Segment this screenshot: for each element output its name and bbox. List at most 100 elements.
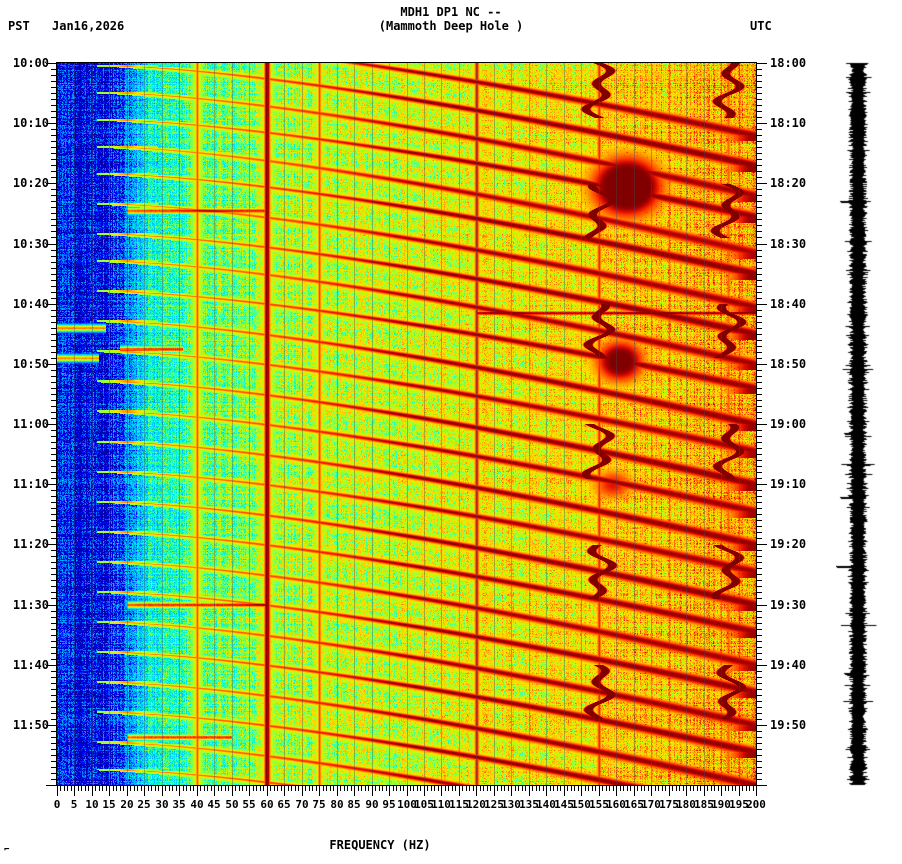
freq-tick-minor [130, 786, 131, 791]
freq-tick-minor [539, 786, 540, 791]
freq-tick-minor [148, 786, 149, 791]
freq-tick-minor [218, 786, 219, 791]
time-tick-minor-left [51, 388, 57, 389]
time-label-pst: 11:30 [12, 598, 49, 612]
freq-label: 140 [536, 798, 556, 811]
freq-tick-minor [396, 786, 397, 791]
freq-tick-major [529, 786, 530, 796]
freq-tick-minor [480, 786, 481, 791]
freq-tick-minor [606, 786, 607, 791]
time-tick-minor-left [51, 683, 57, 684]
freq-label: 50 [225, 798, 239, 811]
time-tick-minor-right [756, 574, 762, 575]
freq-tick-minor [501, 786, 502, 791]
time-tick-minor-left [51, 358, 57, 359]
freq-label: 125 [484, 798, 504, 811]
time-tick-minor-right [756, 430, 762, 431]
freq-tick-minor [672, 786, 673, 791]
time-tick-minor-right [756, 641, 762, 642]
freq-tick-minor [508, 786, 509, 791]
time-tick-minor-left [51, 81, 57, 82]
time-tick-minor-left [51, 695, 57, 696]
time-tick-minor-right [756, 773, 762, 774]
time-tick-minor-right [756, 328, 762, 329]
time-tick-minor-right [756, 153, 762, 154]
time-tick-minor-left [51, 316, 57, 317]
time-tick-major-right [756, 183, 767, 184]
time-tick-minor-right [756, 472, 762, 473]
freq-tick-minor [665, 786, 666, 791]
freq-tick-minor [106, 786, 107, 791]
freq-tick-minor [662, 786, 663, 791]
time-tick-minor-right [756, 159, 762, 160]
time-tick-minor-left [51, 177, 57, 178]
freq-tick-minor [323, 786, 324, 791]
time-tick-minor-left [51, 69, 57, 70]
freq-tick-minor [746, 786, 747, 791]
time-tick-major-right [756, 63, 767, 64]
freq-tick-major [407, 786, 408, 796]
time-tick-major-right [756, 544, 767, 545]
freq-tick-minor [288, 786, 289, 791]
freq-tick-minor [525, 786, 526, 791]
time-tick-minor-left [51, 659, 57, 660]
time-tick-minor-right [756, 201, 762, 202]
freq-tick-minor [200, 786, 201, 791]
time-tick-minor-right [756, 141, 762, 142]
freq-tick-major [284, 786, 285, 796]
freq-tick-minor [452, 786, 453, 791]
time-tick-minor-left [51, 298, 57, 299]
freq-label: 115 [449, 798, 469, 811]
time-tick-minor-left [51, 99, 57, 100]
freq-label: 195 [729, 798, 749, 811]
freq-label: 5 [70, 798, 78, 811]
time-tick-minor-left [51, 773, 57, 774]
freq-tick-minor [113, 786, 114, 791]
time-tick-minor-left [51, 448, 57, 449]
freq-tick-minor [648, 786, 649, 791]
time-tick-minor-right [756, 334, 762, 335]
time-tick-minor-right [756, 490, 762, 491]
time-tick-minor-right [756, 478, 762, 479]
freq-tick-minor [732, 786, 733, 791]
freq-tick-major [354, 786, 355, 796]
time-tick-minor-right [756, 346, 762, 347]
freq-label: 160 [606, 798, 626, 811]
spectrogram-plot[interactable] [57, 63, 756, 785]
time-tick-minor-right [756, 117, 762, 118]
time-tick-minor-right [756, 129, 762, 130]
freq-tick-minor [193, 786, 194, 791]
time-tick-minor-left [51, 165, 57, 166]
time-tick-minor-left [51, 75, 57, 76]
freq-label: 100 [397, 798, 417, 811]
freq-tick-minor [711, 786, 712, 791]
time-tick-minor-left [51, 189, 57, 190]
freq-tick-minor [434, 786, 435, 791]
freq-tick-minor [683, 786, 684, 791]
freq-tick-major [476, 786, 477, 796]
time-tick-minor-right [756, 256, 762, 257]
freq-tick-minor [550, 786, 551, 791]
freq-tick-major [214, 786, 215, 796]
freq-tick-minor [151, 786, 152, 791]
freq-tick-minor [693, 786, 694, 791]
time-tick-minor-left [51, 466, 57, 467]
time-tick-minor-left [51, 352, 57, 353]
freq-tick-major [197, 786, 198, 796]
time-tick-minor-right [756, 550, 762, 551]
freq-tick-minor [448, 786, 449, 791]
time-tick-major-left [46, 304, 57, 305]
time-tick-minor-right [756, 454, 762, 455]
freq-tick-minor [116, 786, 117, 791]
freq-label: 155 [589, 798, 609, 811]
time-tick-minor-right [756, 189, 762, 190]
time-tick-major-left [46, 665, 57, 666]
time-tick-minor-right [756, 695, 762, 696]
time-tick-minor-right [756, 442, 762, 443]
time-label-pst: 10:00 [12, 56, 49, 70]
time-tick-minor-left [51, 159, 57, 160]
freq-tick-minor [312, 786, 313, 791]
time-tick-minor-right [756, 207, 762, 208]
freq-tick-minor [466, 786, 467, 791]
time-tick-major-right [756, 725, 767, 726]
